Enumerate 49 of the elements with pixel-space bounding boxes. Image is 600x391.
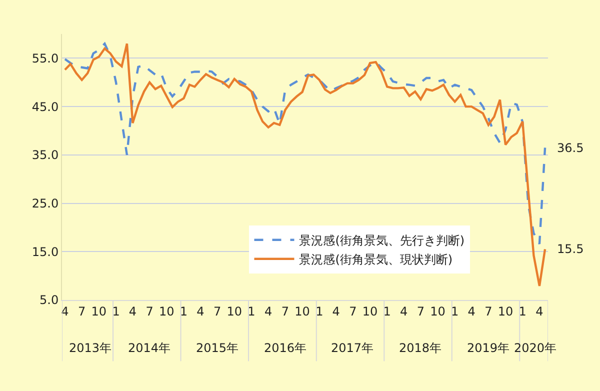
line-series bbox=[64, 42, 546, 245]
x-tick-label: 1 bbox=[180, 304, 188, 318]
x-tick-label: 10 bbox=[498, 304, 514, 318]
x2-tick-label: 2019年 bbox=[467, 341, 510, 355]
y-tick-label: 55.0 bbox=[32, 51, 59, 66]
x-tick-label: 4 bbox=[61, 304, 69, 318]
y-tick-label: 5.0 bbox=[40, 293, 59, 308]
x-tick-label: 1 bbox=[316, 304, 324, 318]
x-tick-label: 4 bbox=[536, 304, 544, 318]
x-tick-label: 7 bbox=[78, 304, 86, 318]
x-tick-label: 7 bbox=[146, 304, 154, 318]
x2-tick-label: 2018年 bbox=[399, 341, 442, 355]
x2-tick-label: 2016年 bbox=[264, 341, 307, 355]
x-tick-label: 4 bbox=[400, 304, 408, 318]
y-tick-label: 35.0 bbox=[32, 148, 59, 162]
x-tick-label: 4 bbox=[468, 304, 476, 318]
x2-tick-label: 2020年 bbox=[514, 341, 557, 355]
x-tick-label: 7 bbox=[484, 304, 492, 318]
x-tick-label: 10 bbox=[294, 304, 310, 318]
x2-tick-label: 2017年 bbox=[331, 341, 374, 355]
x-tick-label: 10 bbox=[159, 304, 174, 318]
x-tick-label: 10 bbox=[362, 304, 378, 318]
y-tick-label: 15.0 bbox=[32, 244, 59, 259]
x2-tick-label: 2014年 bbox=[128, 341, 171, 355]
x-tick-label: 7 bbox=[214, 304, 222, 318]
x-tick-label: 7 bbox=[416, 304, 425, 318]
line-series bbox=[64, 42, 546, 288]
x-tick-label: 1 bbox=[451, 304, 459, 318]
x-tick-label: 1 bbox=[248, 304, 256, 318]
x-tick-label: 7 bbox=[281, 304, 290, 318]
x-tick-label: 4 bbox=[332, 304, 340, 318]
x-tick-label: 4 bbox=[128, 304, 137, 318]
x2-tick-label: 2015年 bbox=[196, 341, 239, 355]
x-tick-label: 4 bbox=[264, 304, 272, 318]
x-tick-label: 10 bbox=[430, 304, 446, 318]
y-tick-label: 25.0 bbox=[32, 196, 59, 210]
annotation: 15.5 bbox=[557, 242, 584, 256]
x2-tick-label: 2013年 bbox=[69, 341, 112, 355]
x-tick-label: 10 bbox=[226, 304, 242, 318]
x-tick-label: 1 bbox=[112, 304, 120, 318]
x-tick-label: 4 bbox=[196, 304, 204, 318]
annotation: 36.5 bbox=[557, 141, 584, 155]
legend-label: 景況感(街角景気、先行き判断) bbox=[299, 234, 465, 248]
x-tick-label: 1 bbox=[383, 304, 391, 318]
y-tick-label: 45.0 bbox=[32, 100, 59, 114]
x-tick-label: 1 bbox=[518, 304, 526, 318]
legend-label: 景況感(街角景気、現状判断) bbox=[299, 252, 453, 267]
x-tick-label: 10 bbox=[91, 304, 107, 318]
x-tick-label: 7 bbox=[349, 304, 357, 318]
